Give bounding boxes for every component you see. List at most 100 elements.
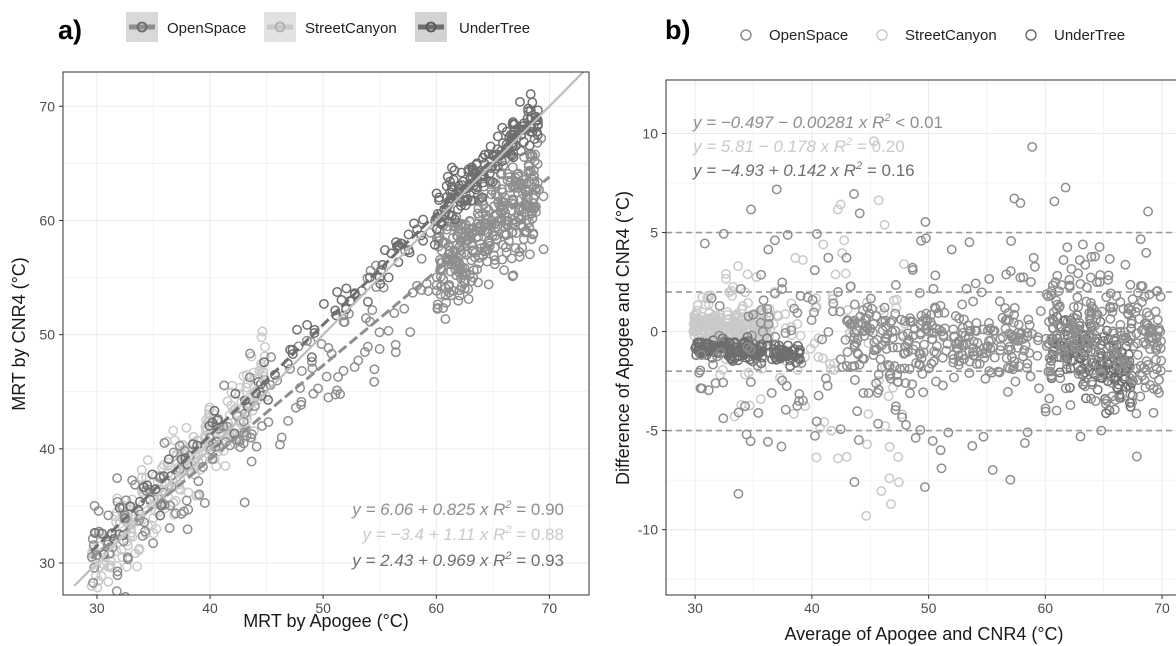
point-openspace xyxy=(907,262,918,273)
point-streetcanyon xyxy=(751,272,762,283)
point-openspace xyxy=(873,369,884,380)
point-openspace xyxy=(1103,274,1114,285)
point-openspace xyxy=(786,325,797,336)
point-openspace xyxy=(514,246,525,257)
point-openspace xyxy=(885,368,896,379)
point-openspace xyxy=(1040,403,1051,414)
y-tick-label: -10 xyxy=(638,522,658,538)
point-openspace xyxy=(865,323,876,334)
point-openspace xyxy=(526,234,537,245)
point-openspace xyxy=(696,349,707,360)
point-openspace xyxy=(441,297,452,308)
point-openspace xyxy=(1154,387,1164,398)
point-openspace xyxy=(1151,364,1162,375)
point-openspace xyxy=(506,253,517,264)
point-openspace xyxy=(833,287,844,297)
legend-b-point-openspace xyxy=(740,29,752,41)
point-openspace xyxy=(88,577,99,588)
point-streetcanyon xyxy=(786,321,797,332)
point-openspace xyxy=(963,320,973,331)
point-openspace xyxy=(529,176,540,187)
point-openspace xyxy=(231,410,242,421)
point-openspace xyxy=(997,312,1008,323)
point-openspace xyxy=(1107,377,1117,388)
point-openspace xyxy=(957,350,968,361)
point-streetcanyon xyxy=(132,561,143,572)
point-undertree xyxy=(106,528,117,539)
point-undertree xyxy=(1046,355,1057,366)
point-openspace xyxy=(907,316,918,327)
point-openspace xyxy=(416,253,427,264)
point-openspace xyxy=(159,499,170,510)
point-openspace xyxy=(890,401,901,412)
point-openspace xyxy=(164,523,175,534)
point-openspace xyxy=(948,357,959,368)
point-openspace xyxy=(1090,251,1100,262)
y-tick-label: 70 xyxy=(39,98,55,114)
point-openspace xyxy=(762,304,773,315)
point-openspace xyxy=(306,356,317,367)
point-openspace xyxy=(1118,303,1129,314)
point-openspace xyxy=(742,342,753,353)
point-streetcanyon xyxy=(222,396,233,407)
point-openspace xyxy=(1075,278,1086,289)
point-openspace xyxy=(1133,287,1143,298)
point-openspace xyxy=(330,389,341,400)
point-streetcanyon xyxy=(701,317,712,328)
point-openspace xyxy=(857,318,868,329)
point-undertree xyxy=(497,122,508,133)
point-openspace xyxy=(528,174,539,185)
point-openspace xyxy=(958,340,969,350)
point-openspace xyxy=(452,240,463,250)
point-openspace xyxy=(1141,247,1152,258)
point-openspace xyxy=(851,325,862,336)
point-openspace xyxy=(390,339,401,350)
point-openspace xyxy=(111,586,122,595)
point-openspace xyxy=(1144,344,1155,354)
point-openspace xyxy=(1005,474,1016,485)
point-streetcanyon xyxy=(692,305,702,316)
point-streetcanyon xyxy=(780,323,791,334)
point-undertree xyxy=(783,340,793,351)
point-streetcanyon xyxy=(204,405,215,415)
point-openspace xyxy=(1086,393,1097,404)
point-openspace xyxy=(1064,280,1075,291)
point-openspace xyxy=(1018,272,1029,283)
point-openspace xyxy=(244,372,255,383)
point-openspace xyxy=(1056,352,1067,363)
point-openspace xyxy=(718,413,729,424)
point-streetcanyon xyxy=(835,199,846,210)
point-openspace xyxy=(1126,318,1137,329)
point-openspace xyxy=(1086,251,1097,262)
point-openspace xyxy=(996,341,1006,352)
point-openspace xyxy=(809,307,819,318)
point-openspace xyxy=(890,280,901,290)
point-openspace xyxy=(513,183,524,194)
point-openspace xyxy=(1068,302,1079,312)
point-openspace xyxy=(867,303,877,314)
point-openspace xyxy=(1074,255,1085,266)
point-openspace xyxy=(917,368,928,379)
point-openspace xyxy=(843,315,854,326)
point-openspace xyxy=(946,244,957,255)
point-openspace xyxy=(813,390,824,401)
point-openspace xyxy=(513,168,524,179)
point-undertree xyxy=(449,214,460,225)
point-openspace xyxy=(508,270,519,281)
point-openspace xyxy=(1096,425,1107,436)
point-openspace xyxy=(1064,321,1074,332)
point-openspace xyxy=(968,296,979,307)
point-openspace xyxy=(123,554,133,565)
point-openspace xyxy=(1128,341,1139,352)
point-openspace xyxy=(183,504,194,515)
fit-line-undertree xyxy=(90,113,540,553)
point-openspace xyxy=(1132,349,1143,360)
point-openspace xyxy=(756,305,767,316)
point-openspace xyxy=(978,431,989,442)
point-openspace xyxy=(1125,279,1136,290)
point-openspace xyxy=(444,279,455,290)
point-openspace xyxy=(948,372,959,383)
point-streetcanyon xyxy=(112,493,123,504)
point-streetcanyon xyxy=(813,352,824,363)
point-openspace xyxy=(995,333,1006,344)
